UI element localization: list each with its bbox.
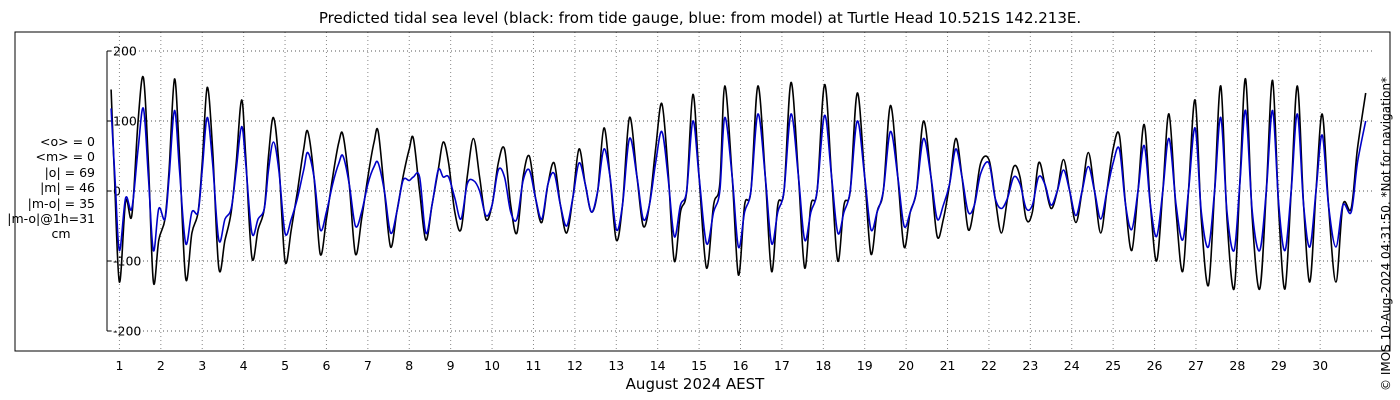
x-tick-label: 22 bbox=[981, 358, 997, 373]
x-tick-label: 18 bbox=[815, 358, 831, 373]
model-line bbox=[110, 107, 1367, 252]
stat-unit: cm bbox=[51, 226, 71, 242]
plot-area-frame bbox=[14, 31, 1391, 352]
tide-gauge-line bbox=[110, 75, 1367, 291]
x-tick-label: 5 bbox=[281, 358, 289, 373]
x-tick-label: 29 bbox=[1271, 358, 1287, 373]
x-tick-label: 21 bbox=[940, 358, 956, 373]
x-tick-label: 20 bbox=[898, 358, 914, 373]
stat-abs-difference: |m-o| = 35 bbox=[27, 195, 95, 211]
x-tick-label: 25 bbox=[1105, 358, 1121, 373]
x-tick-label: 15 bbox=[691, 358, 707, 373]
x-tick-label: 2 bbox=[157, 358, 165, 373]
x-tick-label: 26 bbox=[1147, 358, 1163, 373]
x-tick-label: 10 bbox=[484, 358, 500, 373]
stat-mean-gauge: <o> = 0 bbox=[40, 134, 95, 149]
stat-abs-difference-1h: |m-o|@1h=31 bbox=[7, 211, 95, 227]
x-tick-label: 27 bbox=[1188, 358, 1204, 373]
x-tick-label: 16 bbox=[733, 358, 749, 373]
x-tick-label: 7 bbox=[364, 358, 372, 373]
y-tick-label: 0 bbox=[113, 184, 121, 199]
x-axis-label: August 2024 AEST bbox=[625, 375, 765, 393]
copyright-notice: © IMOS 10-Aug-2024 04:31:50. *Not for na… bbox=[1379, 76, 1393, 391]
statistics-panel: <o> = 0 <m> = 0 |o| = 69 |m| = 46 |m-o| … bbox=[0, 134, 110, 242]
x-tick-label: 28 bbox=[1229, 358, 1245, 373]
stat-abs-gauge: |o| = 69 bbox=[44, 164, 95, 180]
x-tick-label: 24 bbox=[1064, 358, 1080, 373]
x-tick-label: 17 bbox=[774, 358, 790, 373]
y-tick-label: -100 bbox=[113, 254, 141, 269]
x-tick-label: 4 bbox=[240, 358, 248, 373]
y-tick-label: 200 bbox=[113, 44, 137, 59]
chart-title: Predicted tidal sea level (black: from t… bbox=[318, 9, 1082, 27]
x-tick-label: 9 bbox=[447, 358, 455, 373]
series-lines bbox=[110, 75, 1367, 291]
x-tick-label: 12 bbox=[567, 358, 583, 373]
x-tick-label: 3 bbox=[198, 358, 206, 373]
x-tick-label: 14 bbox=[650, 358, 666, 373]
y-tick-label: 100 bbox=[113, 114, 137, 129]
y-tick-label: -200 bbox=[113, 324, 141, 339]
x-tick-label: 13 bbox=[608, 358, 624, 373]
x-tick-label: 23 bbox=[1022, 358, 1038, 373]
x-tick-label: 1 bbox=[115, 358, 123, 373]
x-tick-label: 19 bbox=[857, 358, 873, 373]
x-tick-label: 11 bbox=[526, 358, 542, 373]
x-tick-label: 8 bbox=[405, 358, 413, 373]
y-axis: 200 100 0 -100 -200 bbox=[106, 44, 141, 339]
stat-abs-model: |m| = 46 bbox=[40, 180, 95, 196]
x-axis: 1 2 3 4 5 6 7 8 9 10 11 12 13 14 15 16 17 18 19 20 21 22 23 24 2… bbox=[115, 358, 1328, 373]
stat-mean-model: <m> = 0 bbox=[35, 149, 96, 165]
x-tick-label: 30 bbox=[1312, 358, 1328, 373]
x-tick-label: 6 bbox=[322, 358, 330, 373]
